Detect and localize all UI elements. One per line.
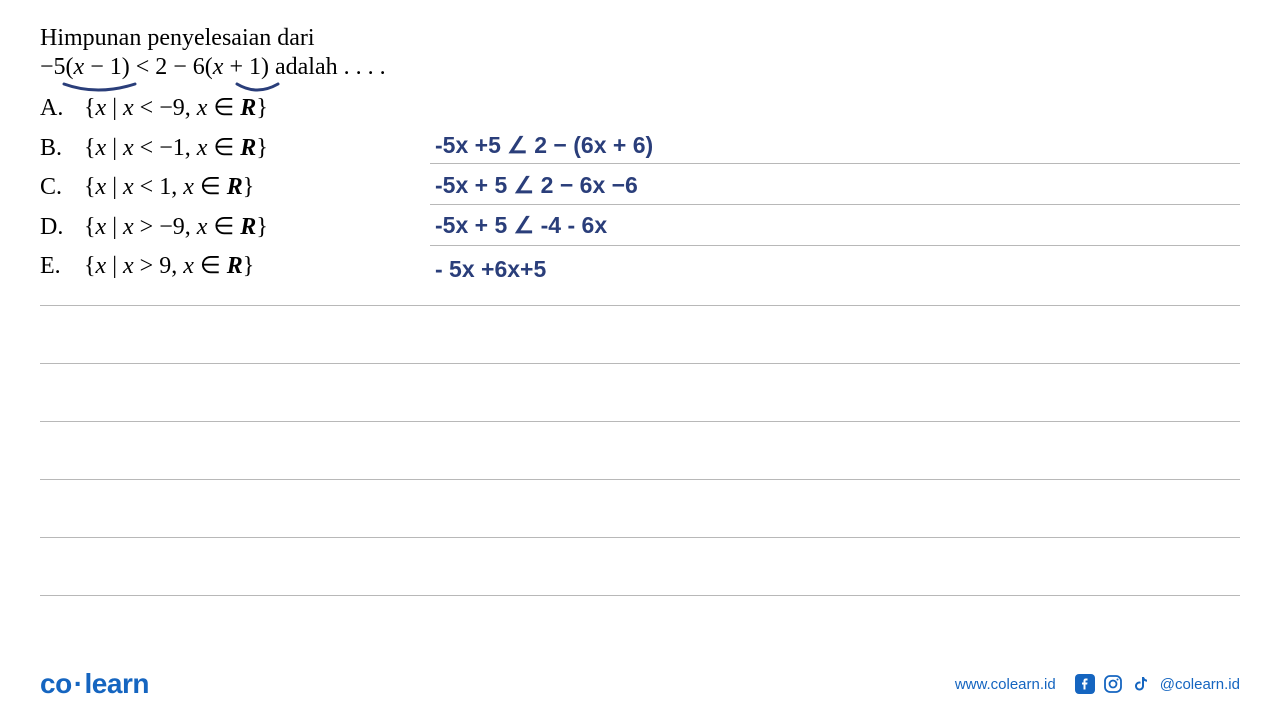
opt-b-v3: x <box>197 135 208 161</box>
rule-line-1 <box>430 163 1240 164</box>
work-line-1: -5x +5 ∠ 2 − (6x + 6) <box>435 125 1240 165</box>
logo-part-1: co <box>40 668 72 699</box>
opt-d-in: ∈ <box>207 214 240 240</box>
footer-right: www.colearn.id @colearn.id <box>955 673 1240 695</box>
question-line-1: Himpunan penyelesaian dari <box>40 25 1240 52</box>
opt-d-sep: | <box>106 214 123 240</box>
opt-a-v2: x <box>123 95 134 121</box>
opt-e-sep: | <box>106 253 123 279</box>
opt-c-sep: | <box>106 174 123 200</box>
underline-annotation-1 <box>62 82 137 94</box>
opt-d-v1: x <box>96 214 107 240</box>
q2-mid2: + 1) adalah . . . . <box>223 54 385 80</box>
opt-d-v2: x <box>123 214 134 240</box>
opt-c-cond: < 1, <box>134 174 184 200</box>
option-a-letter: A. <box>40 89 78 129</box>
brand-logo: co·learn <box>40 668 149 700</box>
option-a: A. {x | x < −9, x ∈ R} <box>40 89 1240 129</box>
rule-line-8 <box>40 537 1240 538</box>
opt-d-suf: } <box>256 214 268 240</box>
opt-e-prefix: { <box>84 253 96 279</box>
opt-b-cond: < −1, <box>134 135 197 161</box>
q2-var2: x <box>213 54 224 80</box>
opt-a-set: R <box>240 95 256 121</box>
opt-d-v3: x <box>197 214 208 240</box>
option-c-letter: C. <box>40 168 78 208</box>
opt-c-prefix: { <box>84 174 96 200</box>
social-handle: @colearn.id <box>1160 676 1240 693</box>
logo-dot: · <box>74 668 83 699</box>
work-line-3: -5x + 5 ∠ -4 - 6x <box>435 205 1240 245</box>
work-line-2: -5x + 5 ∠ 2 − 6x −6 <box>435 165 1240 205</box>
opt-a-cond: < −9, <box>134 95 197 121</box>
social-icons: @colearn.id <box>1074 673 1240 695</box>
opt-a-v3: x <box>197 95 208 121</box>
opt-c-suf: } <box>243 174 255 200</box>
opt-a-sep: | <box>106 95 123 121</box>
opt-c-v2: x <box>123 174 134 200</box>
opt-d-set: R <box>240 214 256 240</box>
option-d-letter: D. <box>40 208 78 248</box>
opt-c-in: ∈ <box>194 174 227 200</box>
tiktok-icon <box>1130 673 1152 695</box>
q2-mid1: − 1) < 2 − 6( <box>84 54 213 80</box>
opt-a-prefix: { <box>84 95 96 121</box>
opt-d-cond: > −9, <box>134 214 197 240</box>
website-url: www.colearn.id <box>955 676 1056 693</box>
opt-c-set: R <box>227 174 243 200</box>
rule-line-3 <box>430 245 1240 246</box>
opt-b-prefix: { <box>84 135 96 161</box>
opt-e-suf: } <box>243 253 255 279</box>
question-line-2: −5(x − 1) < 2 − 6(x + 1) adalah . . . . <box>40 54 1240 81</box>
opt-b-in: ∈ <box>207 135 240 161</box>
option-b-letter: B. <box>40 129 78 169</box>
rule-line-7 <box>40 479 1240 480</box>
opt-d-prefix: { <box>84 214 96 240</box>
opt-e-cond: > 9, <box>134 253 184 279</box>
opt-c-v3: x <box>183 174 194 200</box>
opt-b-v2: x <box>123 135 134 161</box>
q2-prefix: −5( <box>40 54 74 80</box>
opt-e-in: ∈ <box>194 253 227 279</box>
handwritten-work: -5x +5 ∠ 2 − (6x + 6) -5x + 5 ∠ 2 − 6x −… <box>435 125 1240 289</box>
footer: co·learn www.colearn.id @colearn.id <box>40 668 1240 700</box>
option-e-letter: E. <box>40 247 78 287</box>
opt-b-set: R <box>240 135 256 161</box>
opt-e-set: R <box>227 253 243 279</box>
opt-e-v3: x <box>183 253 194 279</box>
opt-a-suf: } <box>256 95 268 121</box>
opt-b-sep: | <box>106 135 123 161</box>
opt-b-suf: } <box>256 135 268 161</box>
instagram-icon <box>1102 673 1124 695</box>
opt-b-v1: x <box>96 135 107 161</box>
opt-a-in: ∈ <box>207 95 240 121</box>
rule-line-6 <box>40 421 1240 422</box>
rule-line-5 <box>40 363 1240 364</box>
q2-var1: x <box>74 54 85 80</box>
rule-line-4 <box>40 305 1240 306</box>
opt-e-v2: x <box>123 253 134 279</box>
facebook-icon <box>1074 673 1096 695</box>
opt-e-v1: x <box>96 253 107 279</box>
underline-annotation-2 <box>235 82 280 94</box>
opt-c-v1: x <box>96 174 107 200</box>
rule-line-2 <box>430 204 1240 205</box>
opt-a-v1: x <box>96 95 107 121</box>
rule-line-9 <box>40 595 1240 596</box>
logo-part-2: learn <box>85 668 149 699</box>
work-line-4: - 5x +6x+5 <box>435 249 1240 289</box>
